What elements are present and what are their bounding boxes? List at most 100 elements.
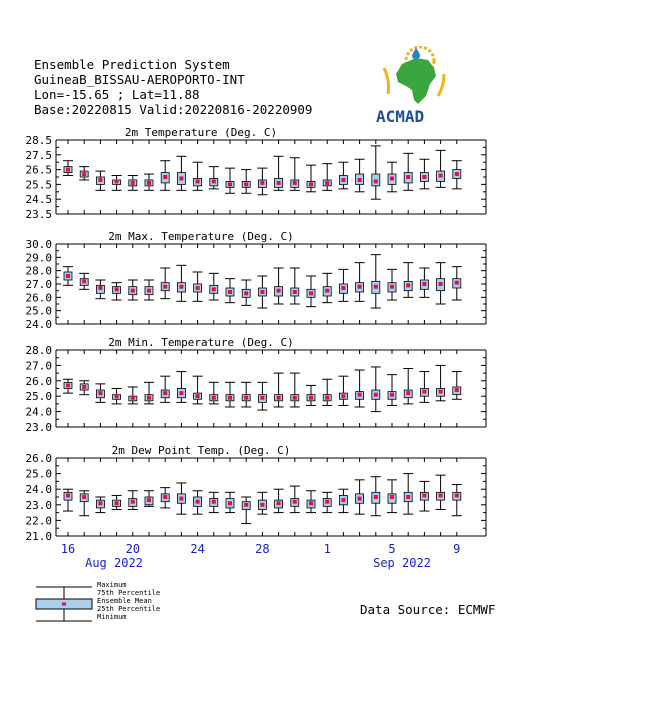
mean-marker — [438, 282, 443, 286]
chart-panel-1: 2m Temperature (Deg. C) 28.5 27.5 26.525.5 2… — [26, 126, 487, 221]
box-mark-day-14 — [273, 267, 284, 305]
mean-marker — [228, 182, 232, 187]
box-mark-day-24 — [435, 149, 446, 188]
mean-marker — [179, 284, 184, 289]
box-mark-day-2 — [79, 380, 90, 396]
y-tick-label: 26.0 — [26, 375, 53, 388]
box-mark-day-20 — [370, 366, 381, 413]
box-mark-day-15 — [289, 372, 300, 408]
mean-marker — [211, 499, 216, 504]
mean-marker — [357, 177, 362, 182]
mean-marker — [438, 493, 443, 498]
y-tick-label: 28.0 — [26, 344, 53, 357]
chart-panel-4: 2m Dew Point Temp. (Deg. C) 26.0 25.0 24.0 2… — [26, 444, 487, 543]
box-mark-day-20 — [370, 476, 381, 517]
box-mark-day-13 — [257, 275, 268, 309]
mean-marker — [341, 498, 346, 503]
mean-marker — [373, 284, 378, 289]
mean-marker — [422, 389, 427, 394]
panel-title: 2m Dew Point Temp. (Deg. C) — [112, 444, 291, 457]
mean-marker — [195, 499, 200, 504]
y-tick-label: 25.0 — [26, 390, 53, 403]
mean-marker — [309, 501, 313, 506]
box-mark-day-22 — [403, 367, 414, 405]
y-tick-label: 27.5 — [26, 149, 53, 162]
mean-marker — [163, 284, 168, 289]
mean-marker — [147, 395, 151, 400]
mean-marker — [244, 291, 249, 296]
box-mark-day-11 — [225, 278, 235, 304]
box-mark-day-24 — [435, 364, 446, 402]
y-tick-label: 22.0 — [26, 514, 53, 527]
y-tick-label: 24.0 — [26, 483, 53, 496]
mean-marker — [309, 182, 313, 187]
y-tick-label: 25.0 — [26, 305, 53, 318]
mean-marker — [341, 394, 346, 399]
legend-label-minimum: Minimum — [97, 613, 127, 621]
acmad-logo-text: ACMAD — [376, 107, 424, 126]
box-mark-day-1 — [63, 378, 73, 394]
x-tick-label: 20 — [126, 542, 140, 556]
y-tick-label: 23.0 — [26, 421, 53, 434]
y-tick-label: 29.0 — [26, 251, 53, 264]
mean-marker — [260, 290, 265, 294]
mean-marker — [325, 288, 330, 293]
mean-marker — [357, 392, 362, 397]
box-mark-day-19 — [354, 158, 365, 193]
mean-marker — [130, 395, 135, 400]
x-tick-label: 5 — [388, 542, 395, 556]
y-tick-label: 23.5 — [26, 208, 53, 221]
box-mark-day-10 — [208, 272, 219, 301]
box-mark-day-12 — [241, 381, 252, 408]
box-mark-day-3 — [95, 496, 106, 514]
box-mark-day-8 — [176, 482, 187, 515]
mean-marker — [114, 287, 119, 292]
mean-marker — [390, 284, 394, 289]
mean-marker — [147, 180, 151, 185]
header-coordinates: Lon=-15.65 ; Lat=11.88 — [34, 87, 200, 102]
mean-marker — [130, 499, 135, 504]
box-mark-day-22 — [403, 473, 414, 515]
box-mark-day-17 — [322, 378, 333, 406]
mean-marker — [98, 286, 103, 290]
box-mark-day-13 — [257, 167, 268, 196]
box-mark-day-19 — [354, 479, 365, 515]
mean-marker — [276, 180, 281, 185]
chart-panel-3: 2m Min. Temperature (Deg. C) 28.0 27.0 26.0… — [26, 336, 487, 434]
mean-marker — [260, 502, 265, 507]
mean-marker — [114, 179, 119, 184]
box-mark-day-21 — [387, 268, 397, 301]
mean-marker — [195, 179, 200, 184]
mean-marker — [211, 395, 216, 400]
box-mark-day-4 — [111, 282, 122, 301]
mean-marker — [147, 288, 151, 293]
mean-marker — [66, 274, 70, 278]
x-tick-label: 9 — [453, 542, 460, 556]
box-mark-day-18 — [338, 375, 349, 406]
mean-marker — [82, 495, 87, 499]
header-system-title: Ensemble Prediction System — [34, 57, 230, 72]
box-mark-day-9 — [192, 375, 203, 405]
box-mark-day-24 — [435, 262, 446, 305]
mean-marker — [276, 395, 281, 400]
box-mark-day-21 — [387, 374, 397, 406]
box-mark-day-6 — [144, 381, 154, 405]
box-mark-day-7 — [160, 160, 171, 191]
mean-marker — [82, 172, 87, 177]
box-mark-day-5 — [127, 386, 138, 405]
box-mark-day-21 — [387, 161, 397, 193]
mean-marker — [454, 172, 459, 177]
box-mark-day-19 — [354, 262, 365, 302]
box-mark-day-7 — [160, 267, 171, 300]
legend-mean-marker — [62, 602, 66, 606]
box-mark-day-10 — [208, 166, 219, 190]
mean-marker — [66, 167, 70, 172]
mean-marker — [179, 496, 184, 501]
mean-marker — [244, 502, 249, 507]
box-mark-day-2 — [79, 490, 90, 517]
box-mark-day-2 — [79, 272, 90, 290]
mean-marker — [309, 395, 313, 400]
box-mark-day-2 — [79, 166, 90, 181]
box-mark-day-9 — [192, 271, 203, 302]
